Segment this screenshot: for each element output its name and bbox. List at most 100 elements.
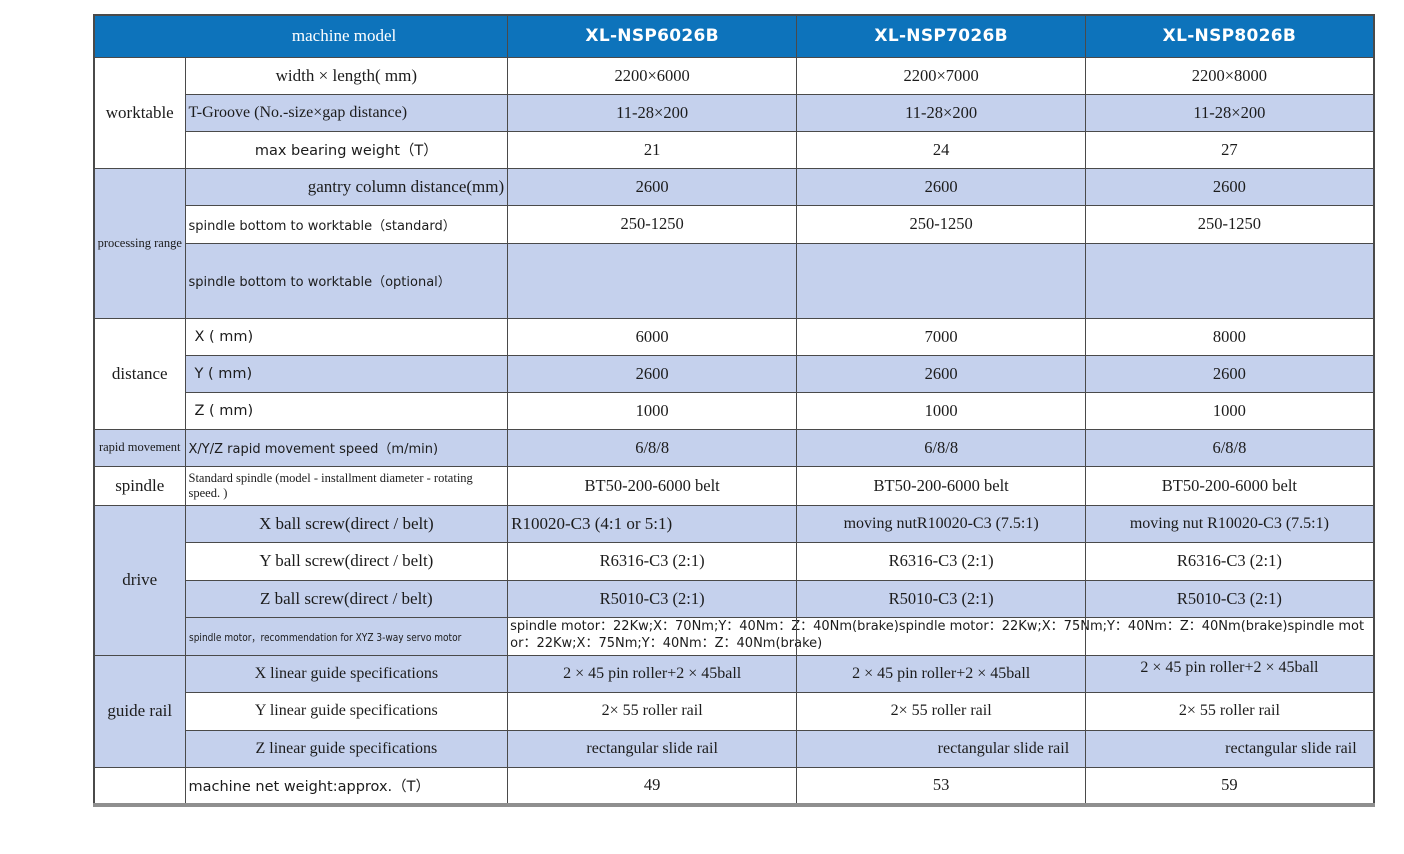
label-spindle-motor: spindle motor，recommendation for XYZ 3-w…	[184, 616, 509, 656]
label-gantry: gantry column distance(mm)	[184, 167, 509, 206]
value-z-mm-6026: 1000	[507, 391, 798, 430]
value-x-guide-7026: 2 × 45 pin roller+2 × 45ball	[796, 654, 1087, 693]
spec-table: machine model XL-NSP6026B XL-NSP7026B XL…	[93, 14, 1375, 807]
value-x-guide-6026: 2 × 45 pin roller+2 × 45ball	[507, 654, 798, 693]
value-spindle-optional-6026	[507, 242, 798, 319]
label-z-mm: Z ( mm)	[184, 391, 509, 430]
value-y-ball-6026: R6316-C3 (2:1)	[507, 541, 798, 581]
value-x-guide-8026: 2 × 45 pin roller+2 × 45ball	[1085, 654, 1375, 693]
header-row: machine model XL-NSP6026B XL-NSP7026B XL…	[93, 14, 1375, 58]
value-y-mm-7026: 2600	[796, 354, 1087, 393]
spindle-motor-value-text: spindle motor：22Kw;X：70Nm;Y：40Nm：Z：40Nm(…	[510, 619, 1365, 651]
value-z-guide-8026: rectangular slide rail	[1085, 729, 1375, 768]
value-t-groove-6026: 11-28×200	[507, 93, 798, 132]
value-z-mm-8026: 1000	[1085, 391, 1375, 430]
value-y-mm-6026: 2600	[507, 354, 798, 393]
row-z-linear-guide: Z linear guide specifications rectangula…	[94, 729, 1375, 768]
row-width-length: worktable width × length( mm) 2200×6000 …	[93, 56, 1375, 169]
label-z-linear-guide: Z linear guide specifications	[184, 729, 509, 768]
group-drive: drive	[93, 504, 186, 656]
value-z-guide-7026: rectangular slide rail	[796, 729, 1087, 768]
row-y-linear-guide: Y linear guide specifications 2× 55 roll…	[94, 691, 1375, 731]
label-rapid-speed: X/Y/Z rapid movement speed（m/min)	[184, 428, 509, 467]
value-z-ball-7026: R5010-C3 (2:1)	[796, 579, 1087, 618]
value-y-ball-8026: R6316-C3 (2:1)	[1085, 541, 1375, 581]
value-net-weight-8026: 59	[1085, 766, 1375, 806]
column-divider	[796, 618, 798, 654]
value-x-ball-7026: moving nutR10020-C3 (7.5:1)	[796, 504, 1087, 543]
value-x-ball-8026: moving nut R10020-C3 (7.5:1)	[1085, 504, 1375, 543]
header-model-6026: XL-NSP6026B	[507, 14, 798, 58]
header-machine-model: machine model	[93, 14, 509, 58]
header-model-7026: XL-NSP7026B	[796, 14, 1087, 58]
row-net-weight: machine net weight:approx.（T） 49 53 59	[93, 766, 1375, 806]
label-y-linear-guide: Y linear guide specifications	[184, 691, 509, 731]
group-distance: distance	[93, 317, 186, 430]
value-x-mm-7026: 7000	[796, 317, 1087, 356]
value-rapid-8026: 6/8/8	[1085, 428, 1375, 467]
spindle-motor-label-text: spindle motor，recommendation for XYZ 3-w…	[188, 632, 461, 644]
value-y-guide-7026: 2× 55 roller rail	[796, 691, 1087, 731]
value-y-ball-7026: R6316-C3 (2:1)	[796, 541, 1087, 581]
column-divider	[1085, 618, 1087, 654]
value-max-bearing-6026: 21	[507, 130, 798, 169]
value-gantry-7026: 2600	[796, 167, 1087, 206]
label-y-mm: Y ( mm)	[184, 354, 509, 393]
row-standard-spindle: spindle Standard spindle (model - instal…	[93, 465, 1375, 506]
label-width-length: width × length( mm)	[184, 56, 509, 95]
row-y-mm: Y ( mm) 2600 2600 2600	[94, 354, 1375, 393]
value-net-weight-6026: 49	[507, 766, 798, 806]
group-processing-range: processing range	[93, 167, 186, 319]
label-spindle-optional: spindle bottom to worktable（optional）	[184, 242, 509, 319]
value-standard-spindle-8026: BT50-200-6000 belt	[1085, 465, 1375, 506]
row-x-ball-screw: drive X ball screw(direct / belt) R10020…	[93, 504, 1375, 656]
value-width-length-7026: 2200×7000	[796, 56, 1087, 95]
group-worktable: worktable	[93, 56, 186, 169]
row-y-ball-screw: Y ball screw(direct / belt) R6316-C3 (2:…	[94, 541, 1375, 581]
spec-sheet: machine model XL-NSP6026B XL-NSP7026B XL…	[93, 14, 1375, 807]
value-spindle-standard-8026: 250-1250	[1085, 204, 1375, 244]
value-spindle-optional-7026	[796, 242, 1087, 319]
group-footer	[93, 766, 186, 806]
row-max-bearing: max bearing weight（T） 21 24 27	[94, 130, 1375, 169]
value-width-length-8026: 2200×8000	[1085, 56, 1375, 95]
row-spindle-standard: spindle bottom to worktable（standard） 25…	[94, 204, 1375, 244]
value-x-mm-6026: 6000	[507, 317, 798, 356]
row-z-ball-screw: Z ball screw(direct / belt) R5010-C3 (2:…	[94, 579, 1375, 618]
value-gantry-8026: 2600	[1085, 167, 1375, 206]
label-standard-spindle: Standard spindle (model - installment di…	[184, 465, 509, 506]
value-y-guide-6026: 2× 55 roller rail	[507, 691, 798, 731]
row-x-mm: distance X ( mm) 6000 7000 8000	[93, 317, 1375, 430]
label-spindle-standard: spindle bottom to worktable（standard）	[184, 204, 509, 244]
value-z-ball-8026: R5010-C3 (2:1)	[1085, 579, 1375, 618]
value-spindle-motor-all: spindle motor：22Kw;X：70Nm;Y：40Nm：Z：40Nm(…	[507, 616, 1375, 656]
label-x-ball-screw: X ball screw(direct / belt)	[184, 504, 509, 543]
value-rapid-6026: 6/8/8	[507, 428, 798, 467]
value-z-guide-6026: rectangular slide rail	[507, 729, 798, 768]
group-guide-rail: guide rail	[93, 654, 186, 768]
value-z-ball-6026: R5010-C3 (2:1)	[507, 579, 798, 618]
value-net-weight-7026: 53	[796, 766, 1087, 806]
row-x-linear-guide: guide rail X linear guide specifications…	[93, 654, 1375, 768]
row-spindle-motor: spindle motor，recommendation for XYZ 3-w…	[94, 616, 1375, 656]
row-spindle-optional: spindle bottom to worktable（optional）	[94, 242, 1375, 319]
value-y-mm-8026: 2600	[1085, 354, 1375, 393]
label-net-weight: machine net weight:approx.（T）	[184, 766, 509, 806]
label-x-linear-guide: X linear guide specifications	[184, 654, 509, 693]
group-rapid-movement: rapid movement	[93, 428, 186, 467]
value-standard-spindle-6026: BT50-200-6000 belt	[507, 465, 798, 506]
header-model-8026: XL-NSP8026B	[1085, 14, 1375, 58]
value-t-groove-8026: 11-28×200	[1085, 93, 1375, 132]
value-gantry-6026: 2600	[507, 167, 798, 206]
value-width-length-6026: 2200×6000	[507, 56, 798, 95]
row-rapid-movement: rapid movement X/Y/Z rapid movement spee…	[93, 428, 1375, 467]
label-x-mm: X ( mm)	[184, 317, 509, 356]
value-standard-spindle-7026: BT50-200-6000 belt	[796, 465, 1087, 506]
value-rapid-7026: 6/8/8	[796, 428, 1087, 467]
value-t-groove-7026: 11-28×200	[796, 93, 1087, 132]
group-spindle: spindle	[93, 465, 186, 506]
value-y-guide-8026: 2× 55 roller rail	[1085, 691, 1375, 731]
row-t-groove: T-Groove (No.-size×gap distance) 11-28×2…	[94, 93, 1375, 132]
label-z-ball-screw: Z ball screw(direct / belt)	[184, 579, 509, 618]
value-z-mm-7026: 1000	[796, 391, 1087, 430]
